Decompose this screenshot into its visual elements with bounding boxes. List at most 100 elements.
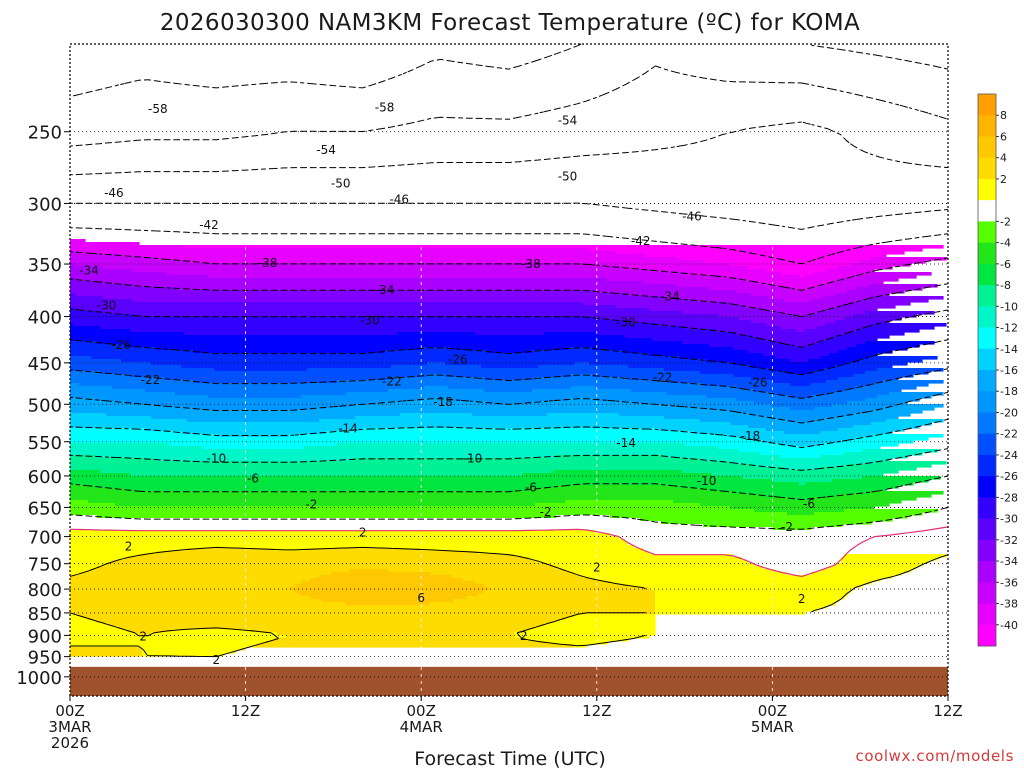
temperature-cell bbox=[70, 317, 602, 321]
colorbar-swatch bbox=[978, 624, 996, 647]
temperature-cell bbox=[829, 308, 878, 312]
temperature-cell bbox=[349, 569, 389, 573]
temperature-cell bbox=[862, 299, 929, 303]
temperature-cell bbox=[487, 401, 533, 405]
temperature-cell bbox=[484, 377, 536, 381]
temperature-cell bbox=[658, 428, 767, 432]
temperature-cell bbox=[709, 287, 794, 291]
temperature-cell bbox=[70, 563, 107, 567]
temperature-cell bbox=[826, 380, 884, 384]
temperature-cell bbox=[679, 485, 899, 489]
temperature-cell bbox=[667, 380, 773, 384]
temperature-cell bbox=[556, 455, 668, 459]
contour-label: -50 bbox=[331, 176, 351, 190]
temperature-cell bbox=[76, 278, 608, 282]
temperature-cell bbox=[727, 434, 875, 438]
contour-line bbox=[69, 368, 949, 399]
temperature-cell bbox=[307, 368, 665, 372]
temperature-cell bbox=[775, 569, 821, 573]
temperature-cell bbox=[547, 413, 620, 417]
temperature-cell bbox=[790, 359, 809, 363]
temperature-cell bbox=[640, 518, 893, 522]
y-tick-label: 500 bbox=[28, 395, 62, 416]
temperature-cell bbox=[70, 359, 122, 363]
temperature-cell bbox=[868, 284, 938, 288]
temperature-cell bbox=[70, 587, 290, 591]
temperature-cell bbox=[70, 593, 302, 597]
temperature-cell bbox=[337, 380, 668, 384]
temperature-cell bbox=[124, 557, 530, 561]
temperature-cell bbox=[70, 494, 764, 498]
temperature-cell bbox=[730, 263, 851, 267]
temperature-cell bbox=[70, 509, 755, 513]
temperature-cell bbox=[526, 638, 629, 642]
temperature-cell bbox=[619, 536, 872, 540]
temperature-cell bbox=[610, 515, 908, 519]
temperature-cell bbox=[535, 377, 629, 381]
temperature-cell bbox=[346, 602, 431, 606]
temperature-cell bbox=[313, 407, 707, 411]
temperature-cell bbox=[781, 443, 821, 447]
temperature-cell bbox=[853, 275, 917, 279]
temperature-cell bbox=[649, 308, 764, 312]
temperature-cell bbox=[628, 542, 860, 546]
temperature-cell bbox=[574, 614, 656, 618]
temperature-cell bbox=[733, 554, 845, 558]
temperature-cell bbox=[70, 629, 128, 633]
temperature-cell bbox=[187, 548, 275, 552]
temperature-cell bbox=[70, 440, 764, 444]
temperature-cell bbox=[865, 326, 935, 330]
temperature-cell bbox=[817, 326, 866, 330]
temperature-cell bbox=[70, 308, 77, 312]
colorbar-label: -30 bbox=[1000, 513, 1018, 526]
temperature-cell bbox=[346, 392, 668, 396]
temperature-cell bbox=[748, 425, 854, 429]
temperature-cell bbox=[847, 347, 908, 351]
contour-line bbox=[69, 448, 949, 471]
temperature-cell bbox=[736, 491, 869, 495]
temperature-cell bbox=[385, 350, 488, 354]
temperature-cell bbox=[820, 284, 869, 288]
contour-label: -38 bbox=[521, 257, 541, 271]
temperature-cell bbox=[811, 497, 917, 501]
temperature-cell bbox=[70, 362, 152, 366]
colorbar-label: 2 bbox=[1000, 173, 1007, 186]
temperature-cell bbox=[100, 326, 686, 330]
temperature-cell bbox=[754, 401, 848, 405]
temperature-cell bbox=[70, 320, 629, 324]
temperature-cell bbox=[70, 620, 98, 624]
temperature-cell bbox=[301, 581, 476, 585]
temperature-cell bbox=[127, 629, 173, 633]
temperature-cell bbox=[829, 392, 890, 396]
temperature-cell bbox=[733, 362, 848, 366]
temperature-cell bbox=[79, 614, 575, 618]
temperature-cell bbox=[769, 296, 824, 300]
temperature-cell bbox=[595, 386, 737, 390]
temperature-cell bbox=[556, 485, 680, 489]
temperature-cell bbox=[565, 617, 656, 621]
temperature-cell bbox=[754, 563, 836, 567]
temperature-cell bbox=[70, 347, 158, 351]
temperature-cell bbox=[622, 266, 749, 270]
temperature-cell bbox=[397, 332, 476, 336]
temperature-cell bbox=[766, 323, 827, 327]
temperature-cell bbox=[619, 413, 752, 417]
temperature-cell bbox=[733, 410, 869, 414]
temperature-cell bbox=[538, 365, 629, 369]
temperature-cell bbox=[181, 431, 326, 435]
temperature-cell bbox=[643, 281, 758, 285]
temperature-cell bbox=[70, 374, 131, 378]
temperature-cell bbox=[634, 545, 857, 549]
temperature-cell bbox=[175, 392, 347, 396]
temperature-cell bbox=[592, 347, 734, 351]
temperature-cell bbox=[70, 356, 92, 360]
colorbar-swatch bbox=[978, 242, 996, 265]
temperature-cell bbox=[289, 587, 491, 591]
temperature-cell bbox=[70, 575, 320, 579]
contour-label: -6 bbox=[803, 497, 815, 511]
temperature-cell bbox=[481, 365, 539, 369]
temperature-cell bbox=[871, 296, 944, 300]
temperature-cell bbox=[70, 242, 140, 246]
temperature-cell bbox=[868, 491, 944, 495]
